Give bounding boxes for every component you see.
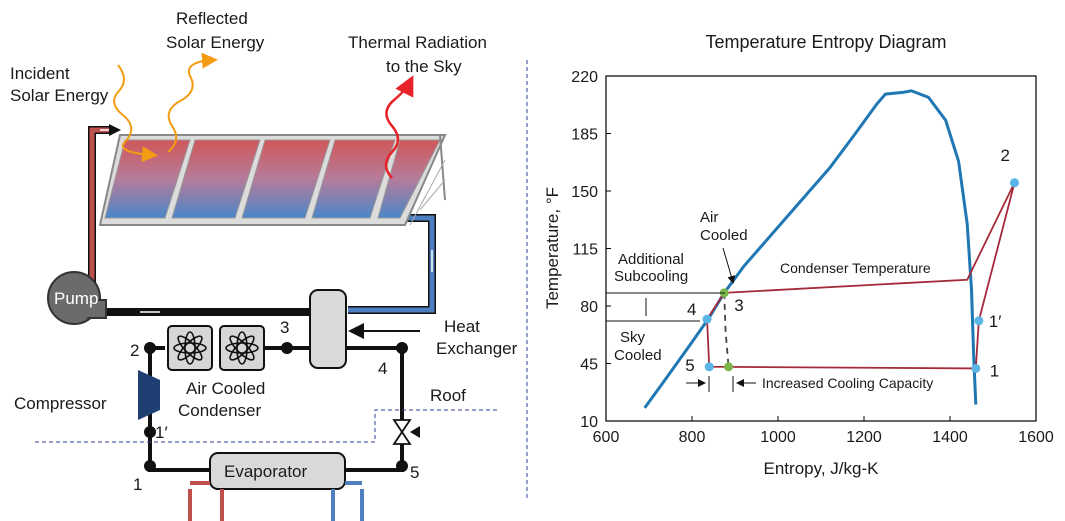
x-tick-label: 1400: [932, 429, 968, 446]
fan-icon: [219, 325, 265, 371]
node-label-1: 1: [133, 475, 142, 494]
node-4: [396, 342, 408, 354]
annot-subcool-2: Subcooling: [614, 268, 688, 285]
heat-exchanger: [309, 289, 347, 369]
x-ticks: 600 800 1000 1200 1400 1600: [593, 416, 1054, 446]
cold-pipe: [348, 215, 435, 313]
valve-icon: [392, 419, 420, 445]
y-ticks: 10 45 80 115 150 185 220: [571, 69, 611, 431]
pump-label: Pump: [54, 289, 98, 308]
evaporator-cold-line: [331, 489, 364, 521]
node-label-1-prime: 1′: [155, 423, 168, 442]
x-axis-label: Entropy, J/kg-K: [764, 459, 880, 478]
thermal-label-2: to the Sky: [386, 57, 462, 76]
y-tick-label: 220: [571, 69, 598, 86]
node-label-5: 5: [410, 463, 419, 482]
thermal-radiation-arrow: [384, 75, 414, 179]
system-schematic: Incident Solar Energy Reflected Solar En…: [10, 9, 528, 521]
point-group: 1 1′ 2 3 4 5: [685, 146, 1019, 380]
annot-cooling-capacity: Increased Cooling Capacity: [762, 375, 933, 391]
annot-sky-1: Sky: [620, 329, 646, 346]
evaporator: [209, 452, 346, 490]
node-2: [144, 342, 156, 354]
y-tick-label: 115: [572, 242, 598, 259]
incident-solar-arrow: [113, 64, 158, 163]
annot-air-arrow: [722, 247, 736, 284]
pump-icon: [47, 271, 107, 325]
x-tick-label: 1200: [846, 429, 882, 446]
node-5: [396, 460, 408, 472]
x-tick-label: 1000: [760, 429, 796, 446]
cycle-point-label: 1: [990, 361, 999, 380]
roof-label: Roof: [430, 386, 466, 405]
compressor-icon: [138, 370, 160, 420]
condenser-label-2: Condenser: [178, 401, 262, 420]
y-tick-label: 185: [571, 127, 598, 144]
reflected-label-1: Reflected: [176, 9, 248, 28]
refrigerant-right: [345, 346, 404, 420]
node-3: [281, 342, 293, 354]
annot-air-1: Air: [700, 209, 718, 226]
cycle-point: [704, 362, 714, 372]
cycle-point-label: 4: [687, 300, 696, 319]
heat-exchanger-label-1: Heat: [444, 317, 480, 336]
fan-icon: [167, 325, 213, 371]
cycle-point: [974, 316, 984, 326]
node-label-3: 3: [280, 318, 289, 337]
solar-panel-icon: [98, 134, 447, 226]
y-tick-label: 150: [571, 184, 598, 201]
cycle-point: [971, 363, 981, 373]
annot-subcool-1: Additional: [618, 251, 684, 268]
cycle-point: [1010, 178, 1019, 188]
cycle-point: [702, 314, 712, 324]
node-label-2: 2: [130, 341, 139, 360]
x-tick-label: 600: [593, 429, 620, 446]
thermal-label-1: Thermal Radiation: [348, 33, 487, 52]
reflected-label-2: Solar Energy: [166, 33, 265, 52]
cycle-point: [724, 362, 734, 372]
condenser-label-1: Air Cooled: [186, 379, 265, 398]
cycle-point-label: 1′: [989, 312, 1002, 331]
incident-label-1: Incident: [10, 64, 70, 83]
cycle-point-label: 2: [1001, 146, 1010, 165]
reflected-solar-arrow: [167, 52, 218, 153]
node-1: [144, 460, 156, 472]
annot-sky-2: Cooled: [614, 347, 662, 364]
annot-condenser-temp: Condenser Temperature: [780, 260, 931, 276]
x-tick-label: 1600: [1018, 429, 1054, 446]
x-tick-label: 800: [679, 429, 706, 446]
evaporator-hot-line: [188, 489, 224, 521]
cycle-point-label: 5: [685, 356, 694, 375]
cold-pipe-outline: [348, 214, 436, 314]
cycle-point-label: 3: [734, 296, 743, 315]
air-cooled-cycle-line: [723, 292, 730, 367]
y-tick-label: 10: [580, 414, 598, 431]
y-tick-label: 80: [580, 299, 598, 316]
incident-label-2: Solar Energy: [10, 86, 109, 105]
evaporator-label: Evaporator: [224, 462, 307, 481]
annot-air-2: Cooled: [700, 227, 748, 244]
node-1-prime: [144, 426, 156, 438]
ts-chart: Temperature Entropy Diagram 600 800 1000 12…: [543, 32, 1054, 478]
node-label-4: 4: [378, 359, 387, 378]
y-axis-label: Temperature, °F: [543, 187, 562, 309]
y-tick-label: 45: [580, 357, 598, 374]
refrigeration-cycle-line: [706, 182, 1016, 370]
roof-line: [35, 409, 500, 443]
chart-title: Temperature Entropy Diagram: [705, 32, 946, 52]
compressor-label: Compressor: [14, 394, 107, 413]
series-group: [643, 89, 1016, 409]
heat-exchanger-label-2: Exchanger: [436, 339, 518, 358]
